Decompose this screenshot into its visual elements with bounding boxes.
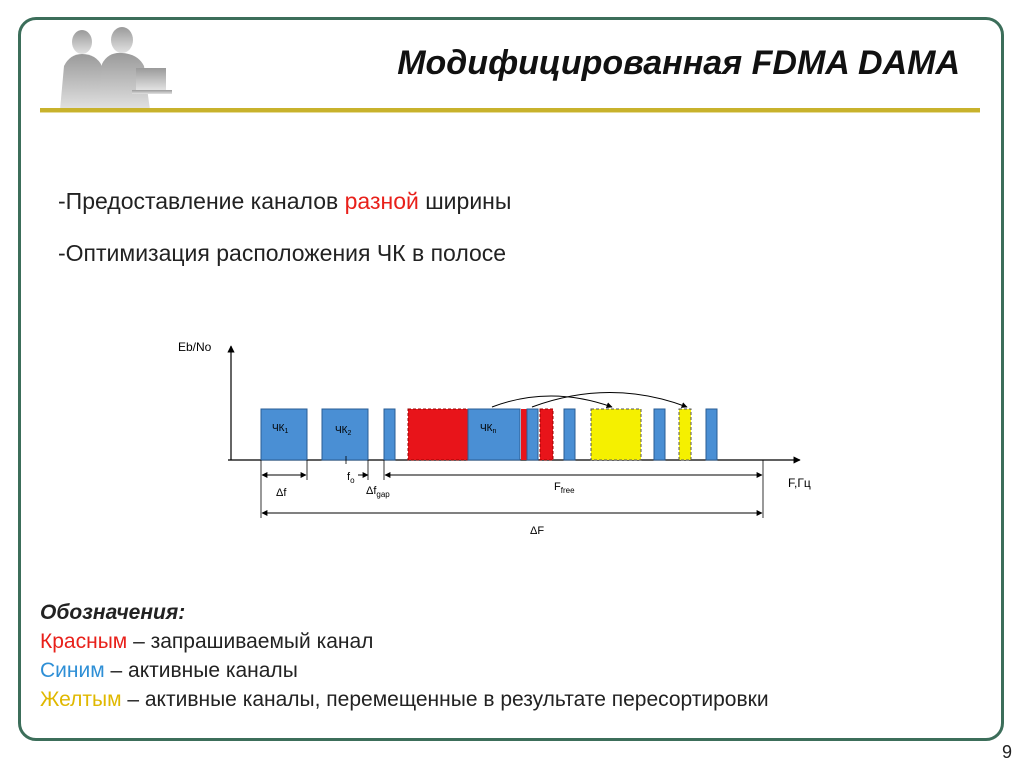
f0-label-prefix: f <box>347 471 351 483</box>
delta-f-label: Δf <box>276 487 287 499</box>
channel-moved-yellow-2 <box>678 408 692 461</box>
channel-ch2-label: ЧК2 <box>335 425 352 437</box>
bullet-1-prefix: -Предоставление каналов <box>58 188 345 214</box>
bullet-channel-placement: -Оптимизация расположения ЧК в полосе <box>58 240 507 266</box>
legend-red-row: Красным – запрашиваемый канал <box>40 627 769 656</box>
channel-ch1-label: ЧК1 <box>272 423 289 435</box>
legend: Обозначения: Красным – запрашиваемый кан… <box>40 598 769 714</box>
bullet-channel-width: -Предоставление каналов разной ширины <box>58 188 511 215</box>
fdma-channel-diagram: Eb/No F,Гц ЧК1 ЧК2 ЧКn Δf fo Δfgap Ffree… <box>178 340 811 537</box>
channel-requested-red-2 <box>521 409 527 460</box>
x-axis-label: F,Гц <box>788 476 811 490</box>
ffree-label-sub: free <box>561 486 575 495</box>
legend-blue-row: Синим – активные каналы <box>40 656 769 685</box>
page-number: 9 <box>1001 742 1012 762</box>
legend-blue-text: – активные каналы <box>104 659 298 682</box>
delta-F-label: ΔF <box>530 525 544 537</box>
f0-label-sub: o <box>350 476 355 485</box>
channel-chn-label: ЧКn <box>480 423 497 435</box>
ch1-label-prefix: ЧК <box>272 423 285 434</box>
legend-red-word: Красным <box>40 630 128 653</box>
channel-ch2 <box>321 408 369 461</box>
channel-narrow-blue-3 <box>563 408 576 461</box>
dfgap-label-sub: gap <box>376 490 390 499</box>
resort-arrow-1 <box>491 395 613 409</box>
legend-red-text: – запрашиваемый канал <box>127 630 374 653</box>
page-title: Модифицированная FDMA DAMA <box>397 44 960 82</box>
f0-label: fo <box>347 471 355 485</box>
channel-narrow-blue-2 <box>526 408 539 461</box>
legend-yellow-text: – активные каналы, перемещенные в резуль… <box>121 688 769 711</box>
ch1-label-sub: 1 <box>285 428 289 435</box>
channel-chn <box>467 408 521 461</box>
chn-label-sub: n <box>493 428 497 435</box>
channel-narrow-blue-5 <box>705 408 718 461</box>
ffree-label-prefix: F <box>554 481 561 493</box>
title-underline <box>40 108 980 112</box>
bullet-1-highlight: разной <box>344 188 419 214</box>
legend-title: Обозначения: <box>40 601 186 624</box>
channel-moved-yellow-1 <box>590 408 642 461</box>
y-axis-label: Eb/No <box>178 340 212 354</box>
channel-narrow-blue-4 <box>653 408 666 461</box>
bullet-1-suffix: ширины <box>418 188 512 214</box>
ch2-label-prefix: ЧК <box>335 425 348 436</box>
slide-frame <box>18 17 1004 741</box>
business-people-logo-icon <box>60 27 172 110</box>
ffree-label: Ffree <box>554 481 575 495</box>
channel-narrow-blue-1 <box>383 408 396 461</box>
ch2-label-sub: 2 <box>348 430 352 437</box>
dfgap-label-prefix: Δf <box>366 485 377 497</box>
channel-requested-red-3 <box>539 408 554 461</box>
chn-label-prefix: ЧК <box>480 423 493 434</box>
legend-yellow-word: Желтым <box>40 688 122 711</box>
title-underline-light <box>40 112 980 113</box>
channel-requested-red-1 <box>407 408 469 461</box>
dfgap-label: Δfgap <box>366 485 390 499</box>
legend-blue-word: Синим <box>40 659 105 682</box>
channel-ch1 <box>260 408 308 461</box>
resort-arrow-2 <box>531 392 688 408</box>
legend-yellow-row: Желтым – активные каналы, перемещенные в… <box>40 685 769 714</box>
